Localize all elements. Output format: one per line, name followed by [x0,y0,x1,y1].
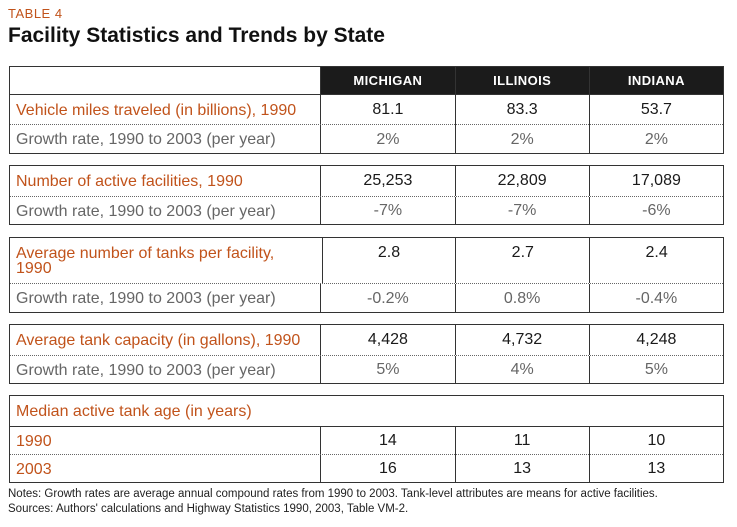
cell-value: 2% [454,125,589,154]
row-label: Growth rate, 1990 to 2003 (per year) [16,131,276,148]
cell-value: 16 [320,455,454,483]
table-row: Average tank capacity (in gallons), 1990… [10,325,723,355]
row-label: Growth rate, 1990 to 2003 (per year) [16,202,276,220]
cell-value: -0.2% [320,284,454,313]
column-header-illinois: ILLINOIS [454,67,589,94]
table-row: Number of active facilities, 1990 25,253… [10,166,723,196]
cell-value: 22,809 [454,166,589,196]
row-label: 2003 [16,460,52,478]
row-label: Growth rate, 1990 to 2003 (per year) [16,290,276,307]
table-block-facilities: Number of active facilities, 1990 25,253… [9,165,724,225]
table-row: Vehicle miles traveled (in billions), 19… [10,94,723,125]
table-row: Growth rate, 1990 to 2003 (per year) -0.… [10,283,723,313]
table-block-tank-capacity: Average tank capacity (in gallons), 1990… [9,324,724,384]
column-header-michigan: MICHIGAN [320,67,455,94]
cell-value: 25,253 [320,166,454,196]
cell-value: 81.1 [320,95,454,125]
section-heading-row: Median active tank age (in years) [10,396,723,426]
row-label: Average tank capacity (in gallons), 1990 [16,331,301,349]
column-header-indiana: INDIANA [588,67,724,94]
row-label: Growth rate, 1990 to 2003 (per year) [16,361,276,379]
cell-value: 4,248 [588,325,723,355]
cell-value: 10 [588,427,723,455]
row-label: Vehicle miles traveled (in billions), 19… [16,101,297,119]
table-row: Growth rate, 1990 to 2003 (per year) 5% … [10,355,723,384]
row-label: Number of active facilities, 1990 [16,172,243,190]
section-heading: Median active tank age (in years) [16,402,252,420]
cell-value: 4,428 [320,325,454,355]
table-label: TABLE 4 [8,6,63,21]
cell-value: -0.4% [588,284,723,313]
cell-value: -6% [588,197,723,225]
cell-value: 2.4 [589,238,723,283]
cell-value: 53.7 [588,95,723,125]
cell-value: 2% [320,125,454,154]
table-title: Facility Statistics and Trends by State [8,24,385,47]
cell-value: 17,089 [588,166,723,196]
cell-value: 13 [588,455,723,483]
cell-value: 83.3 [454,95,589,125]
table-block-vehicle-miles: MICHIGAN ILLINOIS INDIANA Vehicle miles … [9,66,724,154]
header-row: MICHIGAN ILLINOIS INDIANA [10,67,724,94]
table-row: Average number of tanks per facility, 19… [10,238,723,283]
cell-value: 2.7 [455,238,589,283]
cell-value: 11 [454,427,589,455]
notes-line: Notes: Growth rates are average annual c… [8,488,658,500]
sources-line: Sources: Authors' calculations and Highw… [8,503,409,515]
cell-value: -7% [454,197,589,225]
row-label: 1990 [16,432,52,450]
table-row: Growth rate, 1990 to 2003 (per year) 2% … [10,124,723,154]
cell-value: 4,732 [454,325,589,355]
cell-value: 2.8 [321,238,456,283]
table-block-median-tank-age: Median active tank age (in years) 1990 1… [9,395,724,483]
cell-value: 14 [320,427,454,455]
table-row: 1990 14 11 10 [10,426,723,455]
cell-value: 4% [454,356,589,384]
row-label: Average number of tanks per facility, 19… [16,244,275,277]
cell-value: -7% [320,197,454,225]
cell-value: 5% [588,356,723,384]
table-row: Growth rate, 1990 to 2003 (per year) -7%… [10,196,723,225]
table-row: 2003 16 13 13 [10,454,723,483]
header-blank [10,67,320,94]
cell-value: 2% [588,125,723,154]
footnotes: Notes: Growth rates are average annual c… [8,487,658,517]
cell-value: 13 [454,455,589,483]
cell-value: 0.8% [454,284,589,313]
table-block-tanks-per-facility: Average number of tanks per facility, 19… [9,237,724,313]
cell-value: 5% [320,356,454,384]
